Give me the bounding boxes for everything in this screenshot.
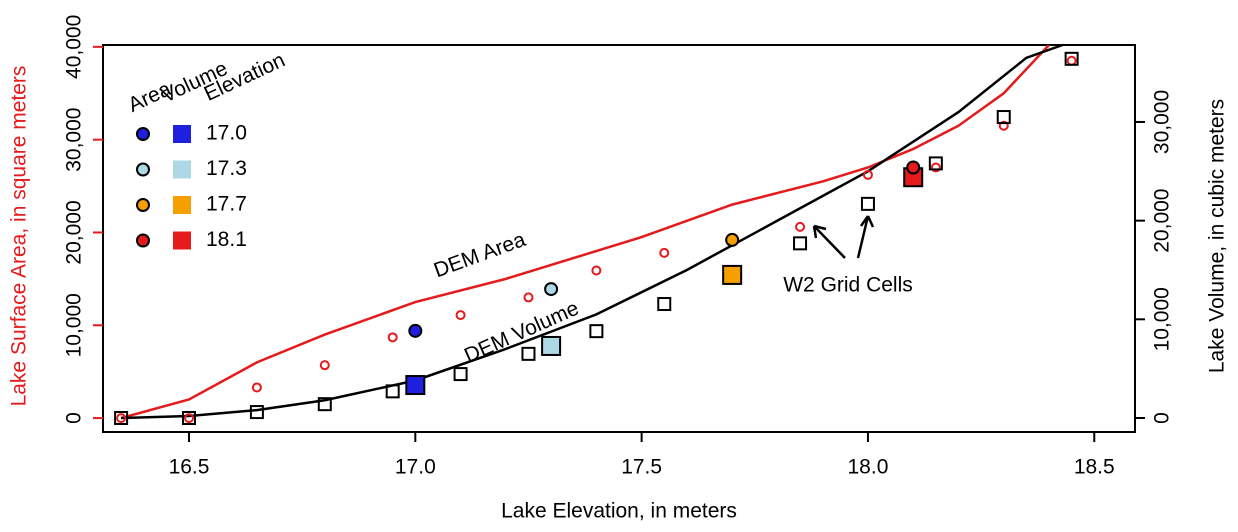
line bbox=[120, 45, 1050, 420]
y-tick-label: 30,000 bbox=[63, 108, 86, 172]
annotation: W2 Grid Cells bbox=[783, 274, 913, 297]
point bbox=[184, 413, 194, 424]
highlight-area bbox=[906, 160, 921, 175]
point bbox=[182, 410, 196, 425]
point bbox=[860, 196, 875, 211]
highlight-area bbox=[544, 282, 559, 297]
point bbox=[251, 382, 262, 393]
point bbox=[1064, 51, 1079, 66]
point bbox=[114, 410, 129, 425]
highlight-volume bbox=[405, 375, 426, 396]
point bbox=[998, 120, 1009, 131]
point bbox=[659, 247, 670, 258]
point bbox=[317, 397, 332, 412]
legend-label: 17.3 bbox=[206, 157, 247, 180]
x-tick-label: 17.0 bbox=[395, 456, 436, 479]
legend-label: 18.1 bbox=[206, 228, 247, 251]
point bbox=[523, 292, 534, 303]
legend-circle bbox=[136, 198, 150, 212]
y2-tick-label: 10,000 bbox=[1151, 287, 1174, 351]
point bbox=[455, 310, 466, 321]
point bbox=[387, 332, 398, 343]
point bbox=[657, 297, 672, 312]
legend-circle bbox=[136, 127, 150, 141]
plot-area bbox=[120, 45, 1063, 420]
point bbox=[1066, 55, 1077, 66]
point bbox=[793, 236, 808, 251]
y-tick-label: 20,000 bbox=[63, 200, 86, 264]
point bbox=[521, 346, 536, 361]
x-axis-title: Lake Elevation, in meters bbox=[501, 500, 737, 523]
highlight-volume bbox=[541, 335, 562, 356]
annotation-arrows bbox=[812, 215, 875, 259]
point bbox=[385, 384, 400, 399]
legend-square bbox=[173, 125, 191, 143]
annotation: DEM Area bbox=[431, 228, 529, 282]
legend-circle bbox=[136, 233, 150, 248]
y2-axis-title: Lake Volume, in cubic meters bbox=[1206, 99, 1229, 373]
legend-circle bbox=[136, 162, 150, 177]
y-axis-title: Lake Surface Area, in square meters bbox=[8, 66, 31, 407]
legend-square bbox=[173, 160, 191, 179]
legend-label: 17.0 bbox=[206, 122, 247, 145]
y-tick-label: 0 bbox=[63, 412, 86, 424]
point bbox=[116, 413, 127, 424]
point bbox=[930, 162, 941, 173]
plot-frame bbox=[102, 44, 1136, 433]
point bbox=[319, 360, 330, 371]
point bbox=[862, 169, 873, 180]
y2-tick-label: 20,000 bbox=[1151, 189, 1174, 253]
legend-square bbox=[173, 231, 191, 250]
point bbox=[453, 367, 468, 382]
x-tick-label: 18.5 bbox=[1074, 456, 1115, 479]
point bbox=[591, 265, 602, 276]
legend-square bbox=[173, 196, 191, 214]
line bbox=[121, 45, 1063, 420]
y2-tick-label: 0 bbox=[1151, 412, 1174, 424]
highlight-area bbox=[725, 232, 740, 247]
highlight-area bbox=[408, 323, 423, 338]
y-tick-label: 40,000 bbox=[63, 15, 86, 79]
y-tick-label: 10,000 bbox=[63, 293, 86, 357]
point bbox=[589, 324, 604, 339]
x-tick-label: 16.5 bbox=[169, 456, 210, 479]
point bbox=[249, 405, 264, 420]
legend-label: 17.7 bbox=[206, 193, 247, 216]
x-tick-label: 18.0 bbox=[848, 456, 889, 479]
y2-tick-label: 30,000 bbox=[1151, 90, 1174, 154]
highlight-volume bbox=[722, 264, 743, 285]
point bbox=[996, 110, 1011, 125]
point bbox=[928, 156, 943, 171]
point bbox=[795, 221, 806, 232]
x-tick-label: 17.5 bbox=[621, 456, 662, 479]
